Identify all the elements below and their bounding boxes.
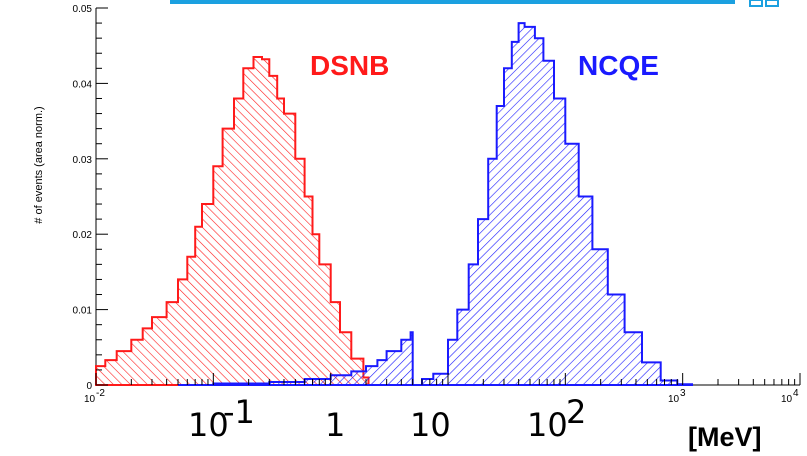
dsnb-series [95, 56, 370, 386]
x-tick-small-10000: 10 4 [781, 388, 799, 405]
ncqe-series [178, 22, 693, 386]
x-tick-exp: 4 [793, 388, 799, 399]
x-big-tick-0: 10 [188, 406, 229, 444]
y-tick-label: 0 [86, 381, 92, 392]
y-axis-label: # of events (area norm.) [33, 106, 45, 223]
y-tick-label: 0.02 [73, 230, 93, 241]
unit-label: [MeV] [688, 422, 762, 452]
x-big-tick-2: 10 [410, 406, 451, 444]
dsnb-area [95, 56, 370, 386]
x-big-tick-1: 1 [325, 406, 345, 444]
y-tick-label: 0.01 [73, 306, 93, 317]
x-tick-label: 10 [84, 394, 96, 405]
x-big-tick-exp-3: 2 [566, 393, 586, 431]
x-big-tick-labels: 10 -1 1 10 10 2 [188, 393, 586, 444]
x-tick-exp: -2 [96, 388, 105, 399]
x-tick-label: 10 [668, 394, 680, 405]
ncqe-area [178, 22, 693, 386]
x-big-tick-exp-0: -1 [223, 393, 255, 431]
top-bar-box [749, 0, 763, 7]
top-bar-box [765, 0, 779, 7]
x-tick-small-left: 10 -2 [84, 388, 105, 405]
legend-dsnb: DSNB [310, 50, 389, 81]
y-tick-label: 0.03 [73, 155, 93, 166]
y-tick-label: 0.05 [73, 4, 93, 15]
top-bar [170, 0, 735, 4]
x-ticks [95, 373, 801, 385]
x-tick-label: 10 [781, 394, 793, 405]
x-tick-exp: 3 [680, 388, 686, 399]
y-ticks: 0 0.01 0.02 0.03 0.04 0.05 [73, 4, 108, 392]
x-big-tick-3: 10 [527, 406, 568, 444]
x-tick-small-1000: 10 3 [668, 388, 686, 405]
legend-ncqe: NCQE [578, 50, 659, 81]
y-tick-label: 0.04 [73, 79, 93, 90]
